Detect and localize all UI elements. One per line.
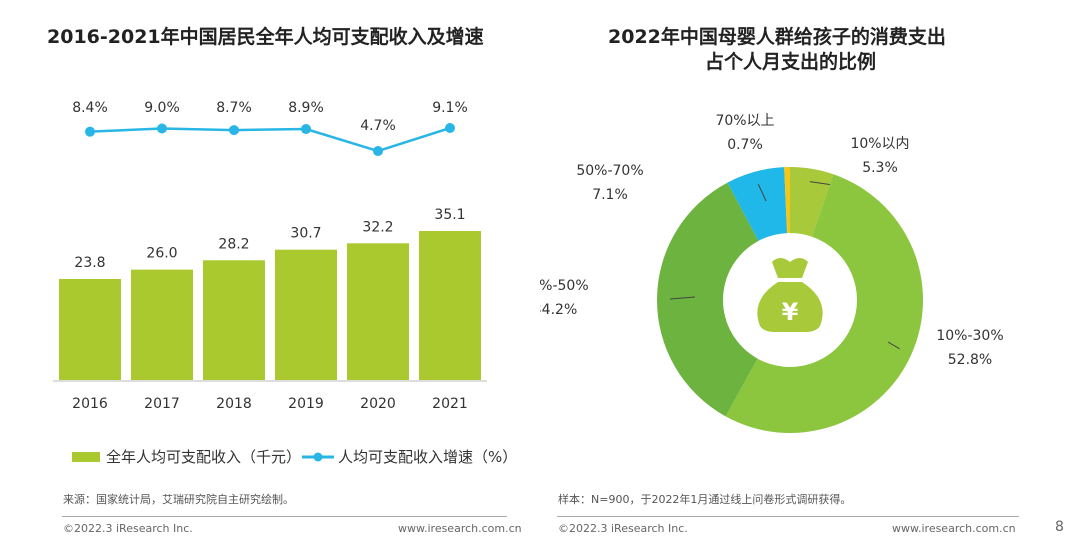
bar-2020	[347, 243, 409, 380]
donut-slice-30%-50%	[657, 182, 759, 417]
x-tick-label: 2020	[360, 396, 396, 412]
growth-value-label: 9.1%	[432, 100, 468, 116]
bar-2019	[275, 249, 337, 380]
legend-line-swatch	[302, 452, 334, 461]
growth-line	[89, 126, 451, 153]
slice-value-label: 7.1%	[592, 187, 628, 203]
bar-2017	[131, 269, 193, 380]
growth-value-label: 9.0%	[144, 100, 180, 116]
slice-category-label: 10%-30%	[936, 328, 1003, 344]
right-chart-title-line2: 占个人月支出的比例	[705, 51, 877, 73]
legend-bar-swatch	[72, 451, 100, 462]
x-tick-label: 2016	[72, 396, 108, 412]
left-source-note: 来源：国家统计局，艾瑞研究院自主研究绘制。	[63, 493, 294, 506]
slice-value-label: 5.3%	[862, 160, 898, 176]
bar-value-label: 35.1	[434, 207, 465, 223]
bar-2016	[59, 278, 121, 380]
bar-value-label: 30.7	[290, 226, 321, 242]
leader-line	[669, 296, 696, 300]
growth-point-2017	[157, 123, 167, 134]
x-tick-label: 2017	[144, 396, 180, 412]
bar-2021	[419, 231, 481, 380]
left-footer-divider	[62, 516, 507, 517]
growth-value-label: 4.7%	[360, 118, 396, 134]
x-tick-label: 2021	[432, 396, 468, 412]
right-source-note: 样本：N=900，于2022年1月通过线上问卷形式调研获得。	[558, 493, 852, 506]
bar-value-label: 28.2	[218, 236, 249, 252]
right-website: www.iresearch.com.cn	[892, 522, 1016, 535]
slice-value-label: 52.8%	[948, 352, 992, 368]
page-number: 8	[1055, 519, 1064, 535]
right-footer-divider	[557, 516, 1019, 517]
growth-value-label: 8.9%	[288, 100, 324, 116]
donut-slice-10%-30%	[725, 174, 923, 433]
leader-line	[757, 184, 767, 202]
bag-top	[772, 258, 808, 278]
growth-point-2018	[229, 125, 239, 136]
bar-value-label: 26.0	[146, 246, 177, 262]
slice-category-label: 10%以内	[850, 136, 909, 152]
slice-category-label: 30%-50%	[540, 278, 589, 294]
x-tick-label: 2019	[288, 396, 324, 412]
growth-value-label: 8.4%	[72, 100, 108, 116]
slice-category-label: 50%-70%	[576, 163, 643, 179]
legend-line-label: 人均可支配收入增速（%）	[338, 448, 518, 466]
spending-donut-chart: 10%以内 5.3% 10%-30% 52.8% 30%-50% 34.2% 50%-70%…	[540, 113, 1004, 433]
donut-slice-10%以内	[790, 167, 834, 237]
bar-2018	[203, 260, 265, 380]
legend-line: 人均可支配收入增速（%）	[302, 446, 517, 467]
right-copyright: ©2022.3 iResearch Inc.	[558, 522, 688, 535]
slice-category-label: 70%以上	[715, 113, 774, 129]
left-copyright: ©2022.3 iResearch Inc.	[63, 522, 193, 535]
bar-value-label: 23.8	[74, 255, 105, 271]
growth-point-2021	[445, 123, 455, 133]
x-tick-label: 2018	[216, 396, 252, 412]
leader-line	[887, 341, 900, 350]
bag-body	[757, 282, 823, 332]
legend-bar: 全年人均可支配收入（千元）	[72, 446, 301, 467]
slice-value-label: 0.7%	[727, 137, 763, 153]
growth-value-label: 8.7%	[216, 100, 252, 116]
yen-symbol: ¥	[782, 298, 799, 326]
donut-slice-70%以上	[784, 167, 790, 234]
right-chart-title-line1: 2022年中国母婴人群给孩子的消费支出	[608, 26, 946, 48]
left-chart-title: 2016-2021年中国居民全年人均可支配收入及增速	[47, 26, 484, 48]
slice-value-label: 34.2%	[540, 302, 577, 318]
growth-point-2020	[373, 146, 383, 157]
growth-point-2016	[85, 126, 95, 137]
left-website: www.iresearch.com.cn	[398, 522, 522, 535]
income-bar-line-chart: 23.8 2016 26.0 2017 28.2 2018 30.7 2019 32.2 2020…	[53, 100, 487, 412]
money-bag-yen-icon: ¥	[757, 258, 823, 332]
donut-slice-50%-70%	[727, 167, 788, 241]
growth-point-2019	[301, 124, 311, 135]
legend-bar-label: 全年人均可支配收入（千元）	[106, 448, 302, 466]
bar-value-label: 32.2	[362, 219, 393, 235]
